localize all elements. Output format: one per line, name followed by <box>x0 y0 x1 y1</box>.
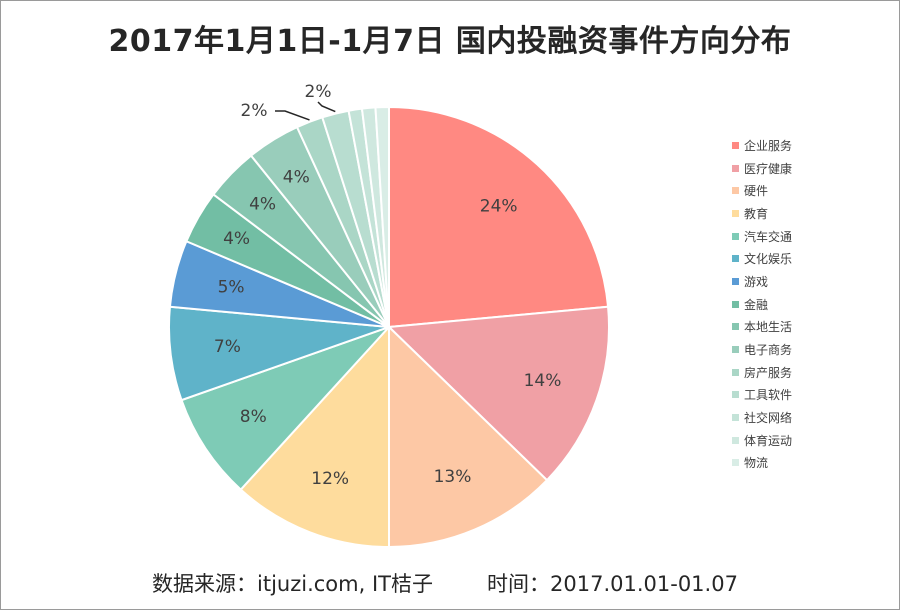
legend-label: 物流 <box>744 456 769 471</box>
slice-data-label: 2% <box>241 101 268 121</box>
slice-data-label: 13% <box>434 467 472 487</box>
legend-item: 物流 <box>732 452 792 475</box>
legend-label: 硬件 <box>744 184 769 199</box>
legend-swatch <box>732 209 739 217</box>
legend-item: 企业服务 <box>732 134 792 157</box>
label-leader-line <box>275 110 310 121</box>
slice-data-label: 12% <box>311 469 349 489</box>
slice-data-label: 4% <box>283 167 310 187</box>
slice-data-label: 7% <box>214 337 241 357</box>
legend-swatch <box>732 346 739 354</box>
slice-data-label: 24% <box>480 197 518 217</box>
legend-item: 电子商务 <box>732 338 792 361</box>
legend-label: 汽车交通 <box>744 229 793 244</box>
pie-slice-4 <box>239 324 390 549</box>
legend-swatch <box>732 164 739 172</box>
legend-swatch <box>732 232 739 240</box>
legend-swatch <box>732 187 739 195</box>
legend-item: 文化娱乐 <box>732 247 792 270</box>
pie-slice-1 <box>388 105 610 329</box>
data-source-text: 数据来源：itjuzi.com, IT桔子 <box>152 572 433 596</box>
legend-swatch <box>732 414 739 422</box>
slice-data-label: 14% <box>524 371 562 391</box>
legend-swatch <box>732 141 739 149</box>
legend-item: 工具软件 <box>732 384 792 407</box>
legend-label: 电子商务 <box>744 343 793 358</box>
slice-data-label: 8% <box>240 407 267 427</box>
slice-data-label: 2% <box>305 82 332 102</box>
legend-item: 硬件 <box>732 179 792 202</box>
legend-item: 汽车交通 <box>732 225 792 248</box>
legend-item: 金融 <box>732 293 792 316</box>
legend-swatch <box>732 459 739 467</box>
legend-label: 工具软件 <box>744 388 793 403</box>
legend-item: 教育 <box>732 202 792 225</box>
pie-slice-2 <box>386 305 610 482</box>
legend-swatch <box>732 300 739 308</box>
legend-swatch <box>732 368 739 376</box>
legend-swatch <box>732 323 739 331</box>
slice-data-label: 4% <box>249 195 276 215</box>
legend-swatch <box>732 436 739 444</box>
chart-title: 2017年1月1日-1月7日 国内投融资事件方向分布 <box>108 24 792 59</box>
legend-label: 医疗健康 <box>744 161 793 176</box>
legend-label: 教育 <box>744 206 769 221</box>
pie-slice-5 <box>180 326 390 491</box>
legend-item: 体育运动 <box>732 429 792 452</box>
slice-data-label: 4% <box>223 229 250 249</box>
legend-label: 本地生活 <box>744 320 793 335</box>
legend-label: 文化娱乐 <box>744 252 793 267</box>
legend-swatch <box>732 391 739 399</box>
legend-item: 本地生活 <box>732 316 792 339</box>
legend-label: 房产服务 <box>744 365 793 380</box>
pie-slice-15 <box>374 105 390 328</box>
legend-item: 社交网络 <box>732 406 792 429</box>
legend-label: 金融 <box>744 297 769 312</box>
chart-legend: 企业服务医疗健康硬件教育汽车交通文化娱乐游戏金融本地生活电子商务房产服务工具软件… <box>732 134 792 474</box>
legend-label: 企业服务 <box>744 138 793 153</box>
label-leader-line <box>317 101 336 113</box>
legend-item: 房产服务 <box>732 361 792 384</box>
legend-item: 游戏 <box>732 270 792 293</box>
date-range-text: 时间：2017.01.01-01.07 <box>487 572 738 596</box>
legend-swatch <box>732 255 739 263</box>
legend-label: 游戏 <box>744 274 769 289</box>
legend-swatch <box>732 277 739 285</box>
slice-data-label: 5% <box>218 277 245 297</box>
pie-slice-3 <box>388 324 549 549</box>
legend-item: 医疗健康 <box>732 157 792 180</box>
legend-label: 体育运动 <box>744 433 793 448</box>
legend-label: 社交网络 <box>744 411 793 426</box>
